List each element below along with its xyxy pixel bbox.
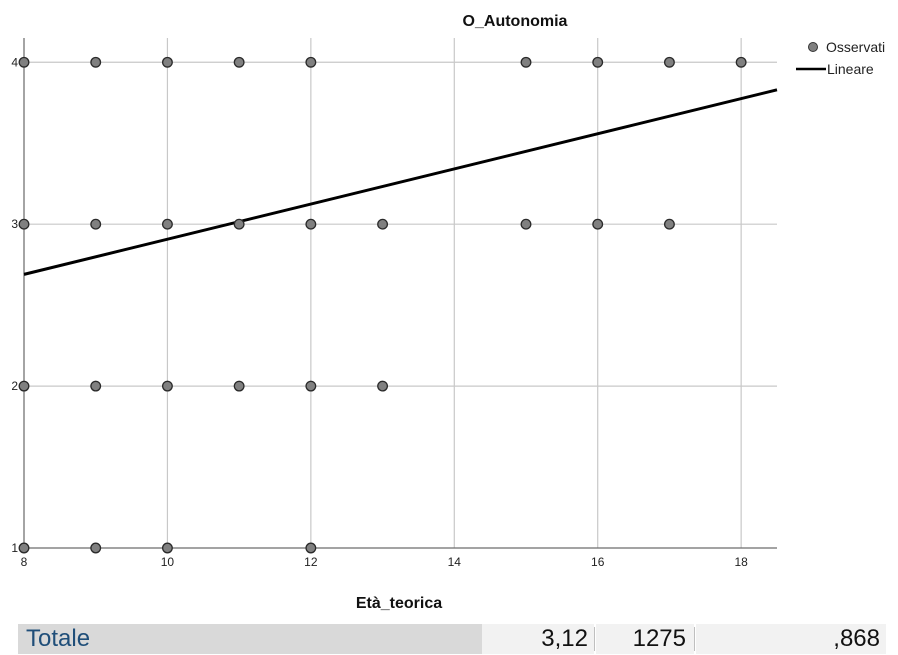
legend: Osservati Lineare — [796, 39, 885, 77]
cell-divider — [594, 627, 595, 651]
scatter-point — [735, 56, 747, 68]
table-cell: 3,12 — [482, 624, 594, 654]
y-tick-label: 2 — [11, 379, 18, 393]
x-tick-label: 12 — [304, 555, 318, 569]
fit-line-layer — [23, 88, 778, 276]
legend-label-lineare: Lineare — [827, 61, 874, 77]
scatter-point — [305, 218, 317, 230]
legend-label-osservati: Osservati — [826, 39, 885, 55]
scatter-point — [377, 380, 389, 392]
scatter-point — [663, 218, 675, 230]
scatter-point — [520, 218, 532, 230]
table-cell: ,868 — [696, 624, 886, 654]
grid — [23, 38, 777, 549]
y-tick-label: 3 — [11, 217, 18, 231]
scatter-point — [18, 56, 30, 68]
x-tick-label: 14 — [448, 555, 462, 569]
scatter-point — [233, 218, 245, 230]
scatter-point — [233, 380, 245, 392]
scatter-point — [592, 218, 604, 230]
legend-marker-osservati — [808, 42, 818, 52]
scatter-point — [18, 218, 30, 230]
x-axis-label: Età_teorica — [356, 595, 442, 612]
scatter-point — [305, 542, 317, 554]
scatter-point — [663, 56, 675, 68]
scatter-point — [18, 380, 30, 392]
y-tick-label: 4 — [11, 55, 18, 69]
scatter-point — [90, 56, 102, 68]
y-tick-label: 1 — [11, 541, 18, 555]
scatter-point — [233, 56, 245, 68]
scatter-point — [18, 542, 30, 554]
scatter-point — [305, 380, 317, 392]
table-row: Totale 3,12 1275 ,868 — [18, 624, 886, 654]
row-label: Totale — [18, 624, 482, 654]
x-tick-label: 10 — [161, 555, 175, 569]
cell-divider — [694, 627, 695, 651]
scatter-point — [377, 218, 389, 230]
x-tick-label: 8 — [21, 555, 28, 569]
points-layer — [18, 56, 747, 554]
scatter-point — [305, 56, 317, 68]
scatter-point — [161, 218, 173, 230]
scatter-point — [161, 380, 173, 392]
scatter-point — [90, 542, 102, 554]
x-tick-label: 16 — [591, 555, 605, 569]
table-cell: 1275 — [596, 624, 694, 654]
scatter-point — [520, 56, 532, 68]
chart-title: O_Autonomia — [463, 13, 568, 30]
x-tick-label: 18 — [734, 555, 748, 569]
scatter-point — [90, 218, 102, 230]
fit-line-lineare — [23, 88, 778, 276]
scatter-point — [592, 56, 604, 68]
scatter-point — [161, 542, 173, 554]
scatter-point — [90, 380, 102, 392]
scatter-point — [161, 56, 173, 68]
